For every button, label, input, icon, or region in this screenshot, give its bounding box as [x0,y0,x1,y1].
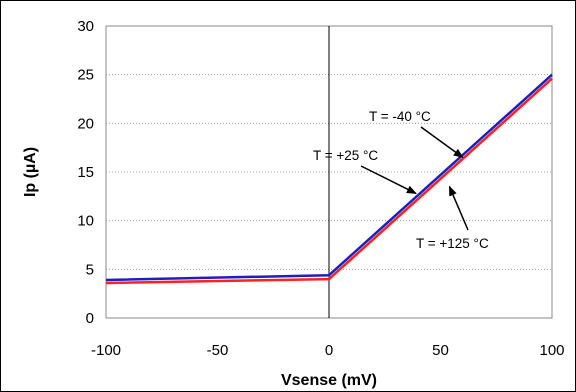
y-tick-label: 20 [77,115,94,132]
annotation-arrow [448,185,469,231]
y-tick-label: 5 [86,261,94,278]
annotations: T = -40 °C T = +25 °C T = +125 °C [313,109,489,251]
y-tick-labels: 0 5 10 15 20 25 30 [77,18,94,327]
y-tick-label: 0 [86,310,94,327]
y-axis-title: Ip (µA) [22,147,39,197]
x-axis-title: Vsense (mV) [281,372,377,389]
y-tick-label: 10 [77,213,94,230]
x-tick-label: 50 [432,342,449,359]
annotation-arrow [420,126,464,159]
x-tick-label: -50 [207,342,229,359]
x-tick-labels: -100 -50 0 50 100 [91,342,565,359]
x-tick-label: 100 [539,342,564,359]
annotation-label: T = +125 °C [416,236,489,251]
y-tick-label: 25 [77,67,94,84]
series-lines [105,73,553,285]
x-tick-label: 0 [325,342,333,359]
annotation-label: T = -40 °C [369,109,431,124]
series-line-1 [105,73,553,282]
series-line-2 [105,77,553,285]
x-tick-label: -100 [91,342,121,359]
annotation-arrow [360,165,417,195]
annotation-label: T = +25 °C [313,148,378,163]
y-tick-label: 15 [77,164,94,181]
y-tick-label: 30 [77,18,94,35]
